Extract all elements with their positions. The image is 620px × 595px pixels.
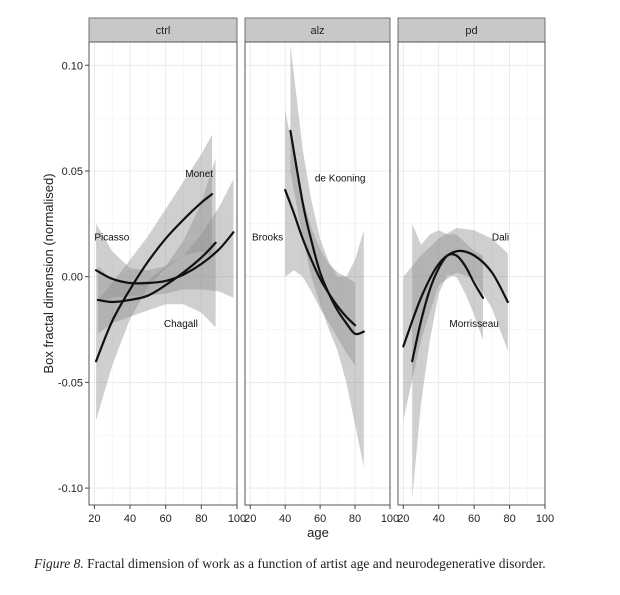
x-tick-label: 100 — [536, 513, 554, 525]
panel-strip-label: alz — [310, 25, 324, 37]
series-line-de-kooning — [289, 129, 365, 336]
x-tick-label: 60 — [468, 513, 480, 525]
panel-strip-label: ctrl — [156, 25, 171, 37]
confidence-band-de-kooning — [290, 44, 364, 467]
series-label-de-kooning: de Kooning — [315, 173, 366, 184]
caption-text: Fractal dimension of work as a function … — [87, 556, 546, 571]
x-tick-label: 60 — [314, 513, 326, 525]
x-tick-label: 40 — [279, 513, 291, 525]
series-label-brooks: Brooks — [252, 233, 283, 244]
panel-alz: alz Brooks de Kooning 20 40 60 80 100 — [244, 17, 399, 525]
series-line-chagall — [96, 241, 217, 304]
x-tick-label: 100 — [381, 513, 399, 525]
x-tick-label: 20 — [88, 513, 100, 525]
series-label-chagall: Chagall — [164, 319, 198, 330]
series-label-morrisseau: Morrisseau — [449, 319, 498, 330]
series-line-dali — [402, 249, 509, 348]
panel-strip — [88, 17, 238, 43]
confidence-band-brooks — [285, 109, 356, 366]
confidence-band-picasso — [96, 179, 234, 302]
confidence-band-monet — [96, 135, 212, 421]
confidence-bands — [285, 44, 364, 467]
x-tick-label: 80 — [349, 513, 361, 525]
panel-ctrl: ctrl Picasso Monet Chagall 20 40 60 80 100 — [88, 17, 246, 525]
panel-frame — [397, 41, 546, 506]
x-tick-label: 100 — [228, 513, 246, 525]
x-tick-label: 40 — [124, 513, 136, 525]
series-lines — [95, 193, 235, 363]
panel-pd: pd Dali Morrisseau 20 40 60 80 100 — [397, 17, 554, 525]
series-label-monet: Monet — [185, 169, 213, 180]
x-tick-label: 20 — [244, 513, 256, 525]
confidence-band-dali — [403, 228, 508, 421]
series-lines — [284, 129, 365, 336]
x-tick-label: 60 — [160, 513, 172, 525]
y-axis-title: Box fractal dimension (normalised) — [41, 173, 56, 373]
panel-background — [398, 42, 545, 505]
x-tick-label: 80 — [503, 513, 515, 525]
series-label-dali: Dali — [492, 233, 509, 244]
y-tick-label: 0.10 — [62, 60, 83, 72]
series-line-brooks — [284, 188, 357, 327]
confidence-band-chagall — [97, 158, 216, 334]
y-tick-label: 0.05 — [62, 166, 83, 178]
x-tick-label: 80 — [195, 513, 207, 525]
figure-caption: Figure 8. Fractal dimension of work as a… — [34, 556, 614, 572]
panel-frame — [244, 41, 391, 506]
x-tick-label: 20 — [397, 513, 409, 525]
series-label-picasso: Picasso — [94, 233, 129, 244]
series-line-picasso — [95, 231, 235, 285]
panel-strip-label: pd — [465, 25, 477, 37]
y-tick-label: -0.05 — [58, 377, 83, 389]
panel-background — [89, 42, 237, 505]
y-tick-label: 0.00 — [62, 272, 83, 284]
x-axis-title: age — [307, 525, 329, 540]
caption-label: Figure 8. — [34, 556, 84, 571]
y-tick-label: -0.10 — [58, 483, 83, 495]
x-tick-label: 40 — [433, 513, 445, 525]
fractal-dimension-figure: Box fractal dimension (normalised) -0.10 -… — [41, 17, 554, 540]
series-lines — [402, 249, 509, 363]
panel-frame — [88, 41, 238, 506]
series-line-morrisseau — [411, 252, 485, 363]
confidence-bands — [96, 135, 234, 421]
series-line-monet — [95, 193, 214, 363]
panel-strip — [244, 17, 391, 43]
